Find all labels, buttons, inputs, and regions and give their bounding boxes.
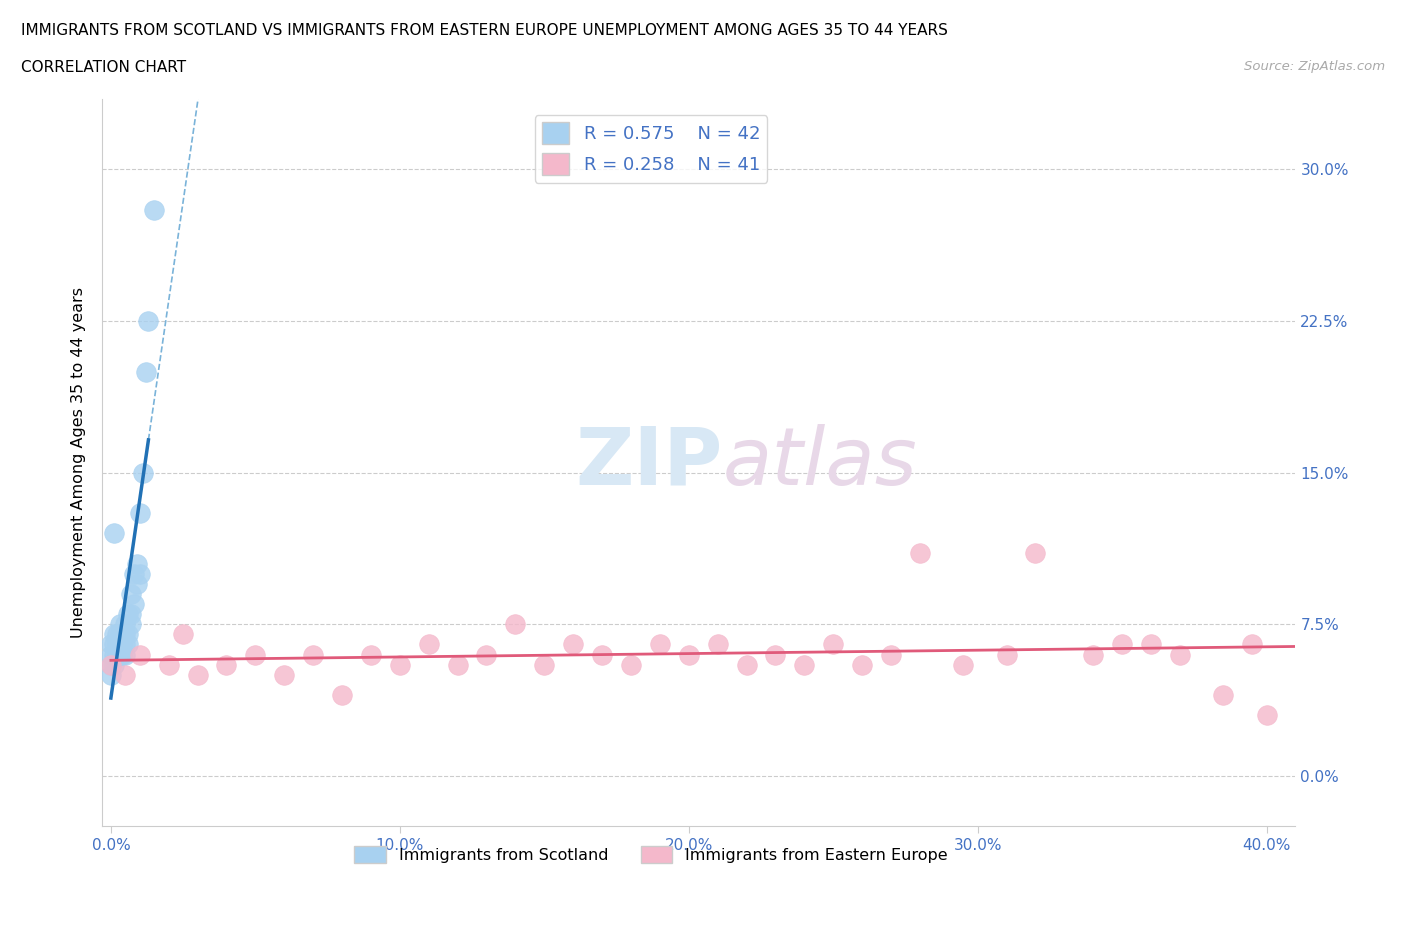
Point (851, 658, 873, 672)
Point (128, 647, 150, 662)
Point (122, 566, 145, 581)
Point (108, 627, 131, 642)
Legend: Immigrants from Scotland, Immigrants from Eastern Europe: Immigrants from Scotland, Immigrants fro… (347, 840, 955, 870)
Point (122, 596, 145, 611)
Point (131, 465, 153, 480)
Point (143, 203, 166, 218)
Point (1140, 637, 1163, 652)
Point (823, 637, 845, 652)
Point (620, 658, 643, 672)
Point (100, 668, 122, 683)
Point (388, 658, 411, 672)
Point (114, 647, 136, 662)
Point (120, 617, 142, 631)
Point (105, 637, 128, 652)
Point (678, 647, 700, 662)
Point (105, 637, 128, 652)
Point (475, 647, 498, 662)
Point (1083, 647, 1105, 662)
Point (706, 637, 728, 652)
Point (215, 658, 238, 672)
Point (763, 647, 786, 662)
Point (111, 627, 134, 642)
Point (108, 617, 131, 631)
Text: Source: ZipAtlas.com: Source: ZipAtlas.com (1244, 60, 1385, 73)
Point (172, 627, 194, 642)
Point (360, 647, 382, 662)
Point (105, 647, 128, 662)
Y-axis label: Unemployment Among Ages 35 to 44 years: Unemployment Among Ages 35 to 44 years (72, 287, 86, 638)
Point (1024, 546, 1046, 561)
Point (100, 637, 122, 652)
Point (114, 617, 136, 631)
Point (103, 658, 125, 672)
Point (330, 687, 353, 702)
Point (125, 556, 148, 571)
Point (103, 637, 125, 652)
Point (103, 525, 125, 540)
Text: atlas: atlas (723, 423, 918, 501)
Point (952, 658, 974, 672)
Point (120, 606, 142, 621)
Point (117, 606, 139, 621)
Point (157, 658, 180, 672)
Point (302, 647, 325, 662)
Point (103, 627, 125, 642)
Point (120, 587, 142, 602)
Point (100, 658, 122, 672)
Point (111, 637, 134, 652)
Point (533, 658, 555, 672)
Text: CORRELATION CHART: CORRELATION CHART (21, 60, 186, 75)
Point (273, 668, 295, 683)
Point (100, 647, 122, 662)
Point (562, 637, 585, 652)
Point (105, 627, 128, 642)
Point (446, 658, 468, 672)
Point (105, 647, 128, 662)
Point (1111, 637, 1133, 652)
Point (418, 637, 440, 652)
Text: IMMIGRANTS FROM SCOTLAND VS IMMIGRANTS FROM EASTERN EUROPE UNEMPLOYMENT AMONG AG: IMMIGRANTS FROM SCOTLAND VS IMMIGRANTS F… (21, 23, 948, 38)
Point (1241, 637, 1264, 652)
Point (114, 627, 136, 642)
Point (245, 647, 267, 662)
Point (100, 658, 122, 672)
Text: ZIP: ZIP (575, 423, 723, 501)
Point (125, 577, 148, 591)
Point (128, 506, 150, 521)
Point (117, 637, 139, 652)
Point (591, 647, 613, 662)
Point (103, 647, 125, 662)
Point (187, 668, 209, 683)
Point (880, 647, 903, 662)
Point (111, 637, 134, 652)
Point (908, 546, 931, 561)
Point (1212, 687, 1234, 702)
Point (138, 313, 160, 328)
Point (108, 647, 131, 662)
Point (1168, 647, 1191, 662)
Point (995, 647, 1018, 662)
Point (111, 647, 134, 662)
Point (135, 365, 157, 379)
Point (793, 658, 815, 672)
Point (648, 637, 671, 652)
Point (114, 637, 136, 652)
Point (108, 637, 131, 652)
Point (505, 617, 527, 631)
Point (114, 668, 136, 683)
Point (735, 658, 758, 672)
Point (1256, 708, 1278, 723)
Point (128, 566, 150, 581)
Point (117, 627, 139, 642)
